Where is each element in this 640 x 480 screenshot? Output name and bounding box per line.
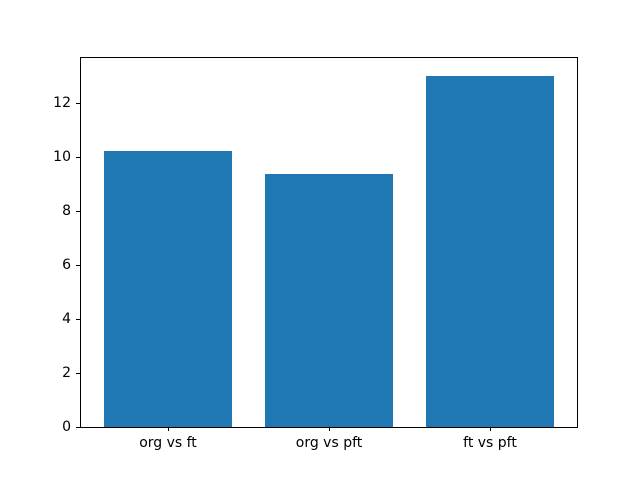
x-tick-mark (490, 427, 491, 431)
y-tick-label: 10 (53, 148, 71, 165)
x-tick-label: ft vs pft (463, 435, 517, 451)
y-tick-mark (76, 264, 80, 266)
y-tick-label: 4 (62, 310, 71, 327)
x-tick-mark (168, 427, 169, 431)
plot-area: org vs ft org vs pft ft vs pft 0 2 4 6 8 10 12 (53, 57, 578, 451)
x-tick-label: org vs ft (139, 435, 197, 451)
y-tick-label: 8 (62, 202, 71, 219)
y-tick-mark (76, 318, 80, 320)
y-tick-mark (76, 372, 80, 374)
y-tick-mark (76, 427, 80, 428)
y-tick-mark (76, 210, 80, 212)
bar-org-vs-ft (103, 151, 233, 427)
x-tick-mark (329, 427, 330, 431)
y-tick-mark (76, 102, 80, 104)
x-tick-label: org vs pft (295, 435, 363, 451)
bar-org-vs-pft (264, 174, 394, 427)
y-tick-label: 12 (53, 94, 71, 111)
y-tick-mark (76, 156, 80, 158)
y-tick-label: 2 (62, 364, 71, 381)
bar-ft-vs-pft (425, 75, 555, 427)
y-tick-label: 6 (62, 256, 71, 273)
y-tick-label: 0 (62, 419, 71, 435)
